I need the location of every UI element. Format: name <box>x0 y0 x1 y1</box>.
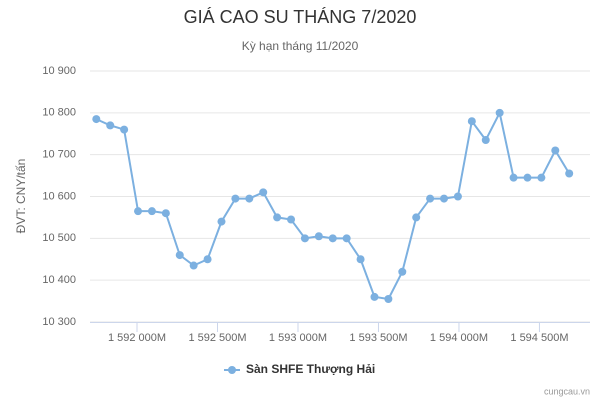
y-tick-label: 10 400 <box>42 274 76 286</box>
point <box>147 207 156 216</box>
point <box>551 146 560 155</box>
point <box>467 117 476 126</box>
point <box>495 108 504 117</box>
y-tick-label: 10 800 <box>42 107 76 119</box>
x-tick-label: 1 593 000M <box>269 332 327 344</box>
point <box>245 194 254 203</box>
point <box>523 173 532 182</box>
point <box>287 215 296 224</box>
point <box>314 232 323 241</box>
line <box>95 109 571 301</box>
x-tick-label: 1 592 500M <box>188 332 246 344</box>
legend-label: Sàn SHFE Thượng Hải <box>246 362 375 376</box>
x-tick-label: 1 592 000M <box>108 332 166 344</box>
chart-title: GIÁ CAO SU THÁNG 7/2020 <box>184 7 417 27</box>
point <box>92 115 101 124</box>
point <box>398 267 407 276</box>
point <box>384 294 393 303</box>
point <box>189 261 198 270</box>
point <box>342 234 351 243</box>
y-axis-label: ĐVT: CNY/tấn <box>14 159 28 234</box>
x-tick-label: 1 594 500M <box>510 332 568 344</box>
point <box>509 173 518 182</box>
point <box>161 209 170 218</box>
point <box>426 194 435 203</box>
point <box>106 121 115 130</box>
y-tick-label: 10 900 <box>42 65 76 77</box>
x-tick-label: 1 593 500M <box>349 332 407 344</box>
credit: cungcau.vn <box>544 386 590 396</box>
point <box>259 188 268 197</box>
point <box>440 194 449 203</box>
point <box>273 213 282 222</box>
point <box>370 292 379 301</box>
point <box>203 255 212 264</box>
y-tick-label: 10 700 <box>42 149 76 161</box>
y-tick-label: 10 600 <box>42 190 76 202</box>
point <box>328 234 337 243</box>
point <box>356 255 365 264</box>
y-tick-label: 10 500 <box>42 232 76 244</box>
point <box>120 125 129 134</box>
point <box>231 194 240 203</box>
point <box>453 192 462 201</box>
point <box>481 136 490 145</box>
point <box>412 213 421 222</box>
point <box>565 169 574 178</box>
chart-subtitle: Kỳ hạn tháng 11/2020 <box>242 39 359 53</box>
point <box>300 234 309 243</box>
legend-marker <box>228 366 236 374</box>
point <box>537 173 546 182</box>
point <box>134 207 143 216</box>
point <box>217 217 226 226</box>
x-tick-label: 1 594 000M <box>430 332 488 344</box>
point <box>175 251 184 260</box>
y-tick-label: 10 300 <box>42 316 76 328</box>
